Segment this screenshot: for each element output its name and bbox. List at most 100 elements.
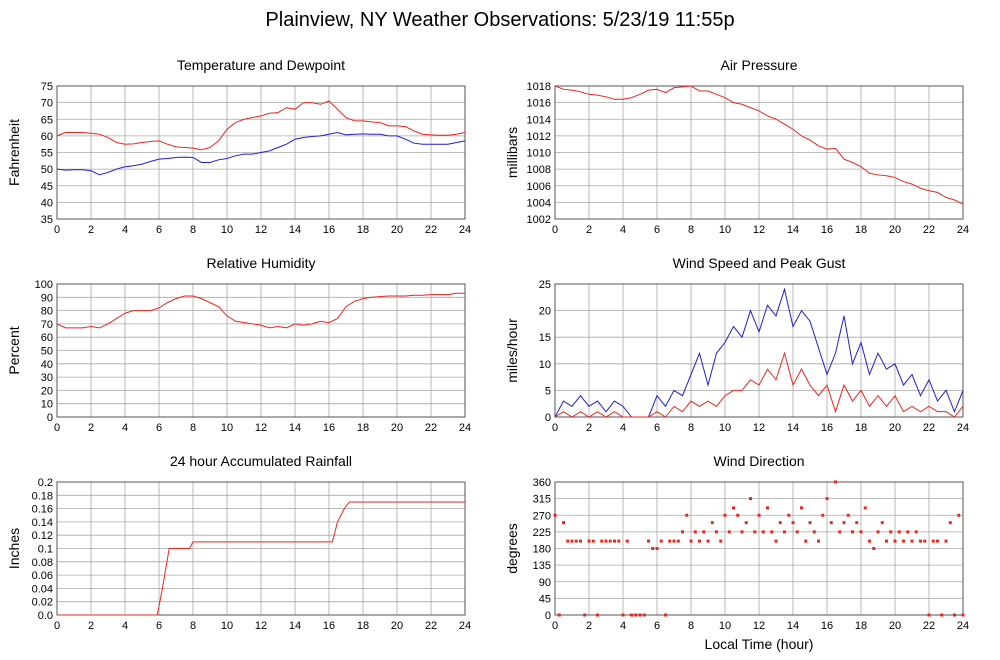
y-tick-label: 25 [539,279,551,291]
y-tick-label: 90 [539,577,551,589]
data-point [766,506,769,510]
data-point [817,539,820,543]
chart-title: Relative Humidity [207,255,316,271]
data-point [651,547,655,550]
data-point [906,530,910,534]
x-tick-label: 18 [855,422,867,434]
data-point [800,506,803,510]
y-tick-label: 10 [539,359,551,371]
data-point [923,539,927,543]
y-tick-label: 80 [41,306,53,318]
data-point [851,530,854,534]
data-point [948,521,952,525]
data-point [642,613,646,617]
y-tick-label: 70 [41,319,53,331]
x-tick-label: 6 [654,422,660,434]
data-point [574,539,578,543]
x-tick-label: 4 [122,224,128,236]
data-point [685,513,689,517]
y-tick-label: 1004 [527,197,551,209]
data-point [664,613,667,617]
x-tick-label: 0 [552,620,558,632]
data-point [778,521,782,525]
x-tick-label: 2 [88,422,94,434]
y-tick-label: 1014 [527,114,551,126]
y-tick-label: 0 [47,412,53,424]
x-tick-label: 8 [688,422,694,434]
x-tick-label: 24 [459,224,471,236]
x-tick-label: 18 [855,620,867,632]
x-tick-label: 14 [787,620,799,632]
x-tick-label: 12 [255,620,267,632]
data-point [829,521,833,525]
data-point [855,521,859,525]
plot-frame [56,283,466,418]
y-tick-label: 75 [41,81,53,93]
x-tick-label: 12 [255,224,267,236]
y-tick-label: 0.1 [38,544,53,556]
data-point [596,613,599,617]
data-point [715,530,718,534]
y-tick-label: 315 [533,494,551,506]
data-point [957,513,961,517]
x-tick-label: 22 [923,620,935,632]
data-point [897,530,901,534]
y-tick-label: 50 [41,164,53,176]
x-tick-label: 10 [719,422,731,434]
x-tick-label: 10 [221,620,233,632]
x-tick-label: 4 [122,620,128,632]
x-tick-label: 8 [190,422,196,434]
data-point [842,521,846,525]
x-tick-label: 24 [957,422,969,434]
chart-title: Temperature and Dewpoint [177,57,345,73]
y-tick-label: 40 [41,359,53,371]
data-point [638,613,642,617]
x-tick-label: 6 [654,224,660,236]
x-tick-label: 6 [654,620,660,632]
data-point [876,530,880,534]
y-tick-label: 35 [41,214,53,226]
data-point [953,613,956,617]
data-point [808,521,812,525]
x-tick-label: 6 [156,620,162,632]
y-tick-label: 1018 [527,81,551,93]
data-point [736,513,740,517]
data-point [587,539,591,543]
data-point [893,539,897,543]
y-tick-label: 1016 [527,98,551,110]
data-point [727,530,731,534]
data-point [749,497,752,501]
data-line [57,501,465,616]
y-tick-label: 0.04 [32,583,53,595]
data-point [579,539,582,543]
data-line [554,287,964,418]
x-tick-label: 16 [821,620,833,632]
x-tick-label: 18 [855,224,867,236]
data-point [940,613,944,617]
data-point [562,521,565,525]
data-point [825,497,829,501]
data-point [557,613,561,617]
x-tick-label: 24 [957,620,969,632]
data-point [647,539,650,543]
y-tick-label: 45 [41,181,53,193]
data-point [753,530,757,534]
x-tick-label: 20 [391,422,403,434]
y-tick-label: 70 [41,98,53,110]
chart-title: Air Pressure [720,57,797,73]
data-point [834,480,837,484]
x-tick-label: 10 [719,620,731,632]
data-point [693,530,697,534]
x-tick-label: 4 [620,620,626,632]
data-point [936,539,939,543]
data-point [698,539,701,543]
data-point [732,506,735,510]
y-tick-label: 1012 [527,131,551,143]
y-tick-label: 15 [539,332,551,344]
data-point [804,539,808,543]
data-point [706,539,710,543]
y-tick-label: 1002 [527,214,551,226]
data-line [56,132,466,176]
x-tick-label: 12 [753,224,765,236]
data-point [868,539,871,543]
